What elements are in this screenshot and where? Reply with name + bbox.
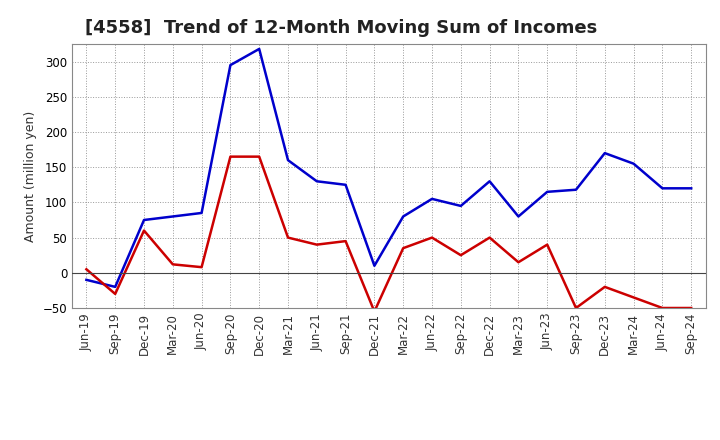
- Net Income: [284, 235, 292, 240]
- Net Income: [312, 242, 321, 247]
- Ordinary Income: [456, 203, 465, 209]
- Ordinary Income: [514, 214, 523, 219]
- Ordinary Income: [658, 186, 667, 191]
- Line: Ordinary Income: Ordinary Income: [86, 49, 691, 287]
- Ordinary Income: [572, 187, 580, 192]
- Net Income: [82, 267, 91, 272]
- Net Income: [485, 235, 494, 240]
- Ordinary Income: [284, 158, 292, 163]
- Net Income: [111, 291, 120, 297]
- Ordinary Income: [543, 189, 552, 194]
- Ordinary Income: [111, 284, 120, 290]
- Ordinary Income: [370, 263, 379, 268]
- Ordinary Income: [629, 161, 638, 166]
- Net Income: [370, 309, 379, 314]
- Net Income: [514, 260, 523, 265]
- Net Income: [600, 284, 609, 290]
- Ordinary Income: [399, 214, 408, 219]
- Ordinary Income: [428, 196, 436, 202]
- Net Income: [658, 305, 667, 311]
- Net Income: [629, 295, 638, 300]
- Net Income: [255, 154, 264, 159]
- Ordinary Income: [687, 186, 696, 191]
- Net Income: [428, 235, 436, 240]
- Net Income: [456, 253, 465, 258]
- Text: [4558]  Trend of 12-Month Moving Sum of Incomes: [4558] Trend of 12-Month Moving Sum of I…: [85, 19, 597, 37]
- Y-axis label: Amount (million yen): Amount (million yen): [24, 110, 37, 242]
- Ordinary Income: [600, 150, 609, 156]
- Ordinary Income: [197, 210, 206, 216]
- Ordinary Income: [255, 46, 264, 51]
- Ordinary Income: [341, 182, 350, 187]
- Net Income: [197, 264, 206, 270]
- Net Income: [543, 242, 552, 247]
- Ordinary Income: [226, 62, 235, 68]
- Net Income: [168, 262, 177, 267]
- Net Income: [572, 305, 580, 311]
- Net Income: [226, 154, 235, 159]
- Net Income: [687, 305, 696, 311]
- Net Income: [140, 228, 148, 233]
- Ordinary Income: [312, 179, 321, 184]
- Ordinary Income: [82, 277, 91, 282]
- Ordinary Income: [485, 179, 494, 184]
- Line: Net Income: Net Income: [86, 157, 691, 312]
- Net Income: [341, 238, 350, 244]
- Net Income: [399, 246, 408, 251]
- Ordinary Income: [168, 214, 177, 219]
- Ordinary Income: [140, 217, 148, 223]
